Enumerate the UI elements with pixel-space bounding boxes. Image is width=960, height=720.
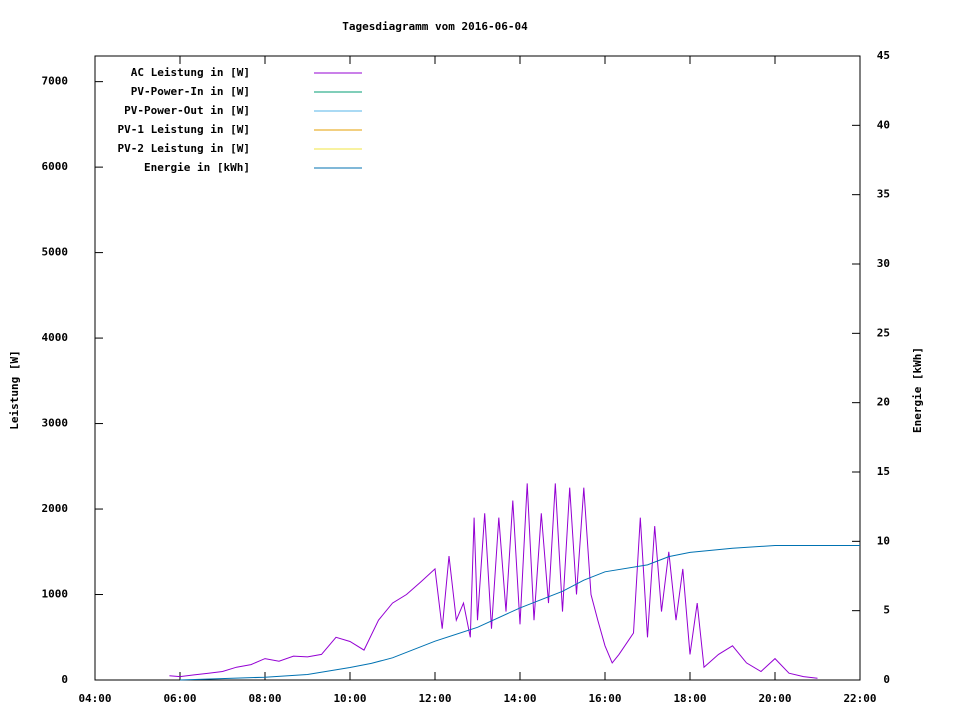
x-tick-label: 08:00 bbox=[248, 692, 281, 705]
y2-tick-label: 30 bbox=[877, 257, 890, 270]
x-tick-label: 20:00 bbox=[758, 692, 791, 705]
x-tick-label: 14:00 bbox=[503, 692, 536, 705]
y-tick-label: 6000 bbox=[42, 160, 69, 173]
y2-tick-label: 15 bbox=[877, 465, 890, 478]
legend-label: PV-1 Leistung in [W] bbox=[118, 123, 250, 136]
y2-tick-label: 40 bbox=[877, 118, 890, 131]
y2-tick-label: 0 bbox=[883, 673, 890, 686]
y-tick-label: 1000 bbox=[42, 588, 69, 601]
y2-tick-label: 20 bbox=[877, 396, 890, 409]
plot-frame bbox=[94, 55, 861, 681]
y2-axis-label: Energie [kWh] bbox=[911, 347, 924, 433]
y-tick-label: 2000 bbox=[42, 502, 69, 515]
y2-tick-label: 45 bbox=[877, 49, 890, 62]
y-tick-label: 7000 bbox=[42, 75, 69, 88]
y-tick-label: 5000 bbox=[42, 246, 69, 259]
x-tick-label: 04:00 bbox=[78, 692, 111, 705]
series-line bbox=[169, 483, 818, 679]
legend-label: PV-Power-Out in [W] bbox=[124, 104, 250, 117]
legend-label: PV-2 Leistung in [W] bbox=[118, 142, 250, 155]
y2-tick-label: 5 bbox=[883, 604, 890, 617]
legend-label: PV-Power-In in [W] bbox=[131, 85, 250, 98]
y2-tick-label: 10 bbox=[877, 534, 890, 547]
y-tick-label: 3000 bbox=[42, 417, 69, 430]
y-tick-label: 4000 bbox=[42, 331, 69, 344]
x-tick-label: 12:00 bbox=[418, 692, 451, 705]
x-tick-label: 16:00 bbox=[588, 692, 621, 705]
legend-label: Energie in [kWh] bbox=[144, 161, 250, 174]
y2-tick-label: 25 bbox=[877, 326, 890, 339]
chart-title: Tagesdiagramm vom 2016-06-04 bbox=[342, 20, 528, 33]
x-tick-label: 18:00 bbox=[673, 692, 706, 705]
x-tick-label: 22:00 bbox=[843, 692, 876, 705]
y2-tick-label: 35 bbox=[877, 188, 890, 201]
y-axis-label: Leistung [W] bbox=[8, 350, 21, 429]
x-tick-label: 10:00 bbox=[333, 692, 366, 705]
y-tick-label: 0 bbox=[61, 673, 68, 686]
series-line bbox=[179, 545, 860, 681]
legend-label: AC Leistung in [W] bbox=[131, 66, 250, 79]
x-tick-label: 06:00 bbox=[163, 692, 196, 705]
